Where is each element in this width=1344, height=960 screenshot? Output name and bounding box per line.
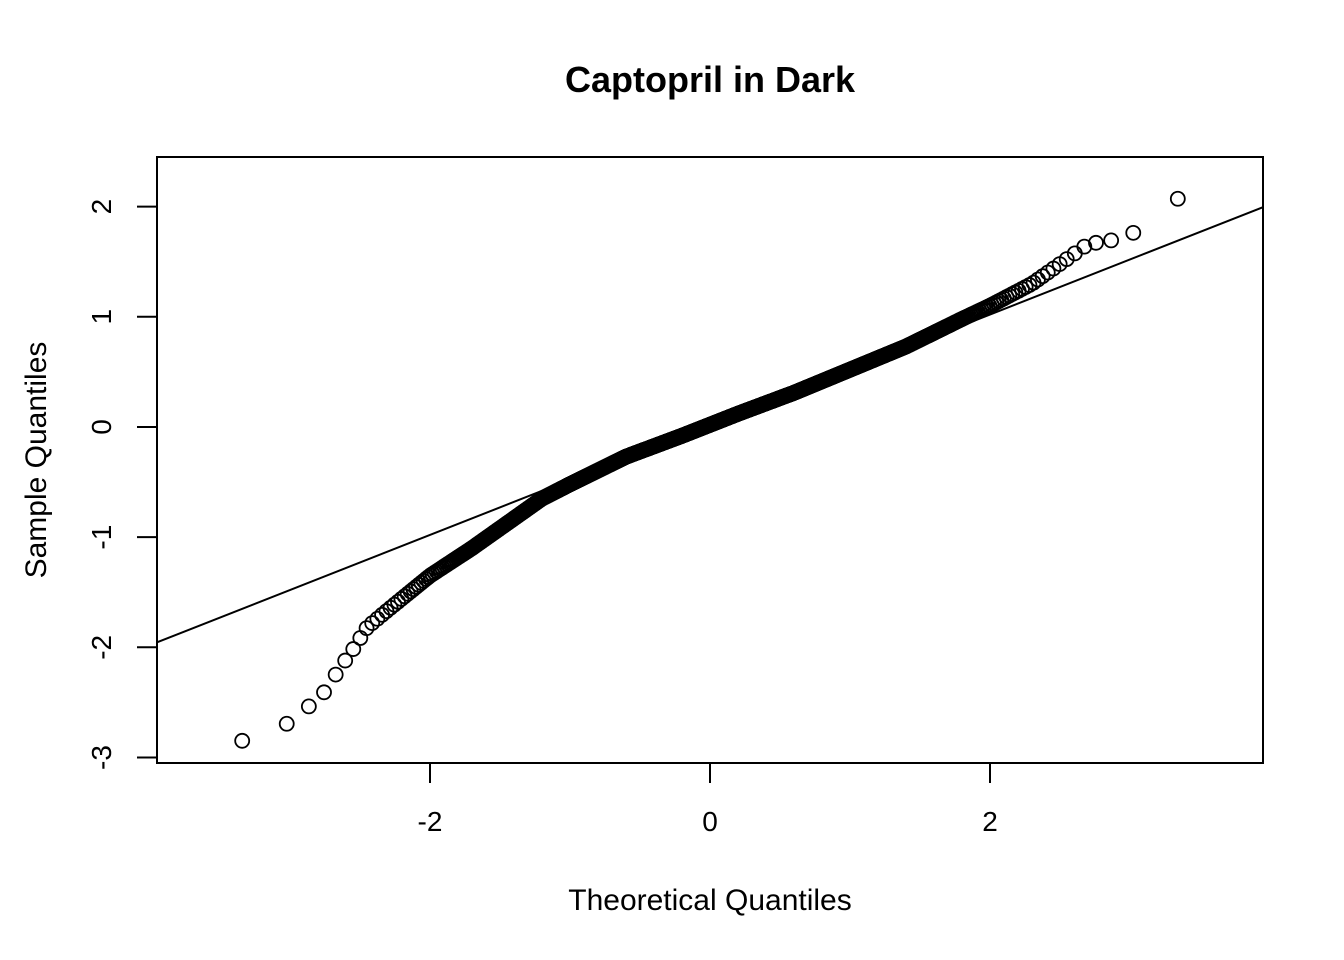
data-point — [345, 641, 362, 657]
data-point — [327, 666, 344, 683]
y-tick-label: 1 — [86, 309, 117, 325]
data-point — [1088, 234, 1104, 251]
data-point — [1125, 224, 1142, 241]
data-point — [1058, 251, 1075, 268]
data-point — [1076, 238, 1093, 255]
data-point — [364, 615, 381, 631]
x-tick-label: 2 — [982, 806, 998, 837]
data-point — [300, 698, 317, 715]
x-axis-label: Theoretical Quantiles — [568, 884, 851, 917]
data-points — [234, 190, 1186, 749]
x-tick-label: 0 — [702, 806, 718, 837]
plot-frame — [156, 156, 1264, 764]
x-axis: -2 0 2 — [418, 763, 998, 837]
y-tick-label: -1 — [86, 525, 117, 550]
data-point — [352, 630, 369, 646]
chart-title: Captopril in Dark — [565, 59, 856, 100]
data-point — [337, 652, 354, 669]
data-point — [316, 684, 332, 701]
y-tick-label: 0 — [86, 419, 117, 435]
data-point — [1169, 190, 1186, 207]
data-point — [369, 610, 386, 627]
x-tick-label: -2 — [418, 806, 443, 837]
data-point — [358, 620, 375, 637]
y-axis: -3 -2 -1 0 1 2 — [86, 199, 157, 770]
data-point — [278, 715, 295, 732]
y-tick-label: -3 — [86, 745, 117, 770]
y-tick-label: 2 — [86, 199, 117, 215]
y-tick-label: -2 — [86, 635, 117, 660]
y-axis-label: Sample Quantiles — [20, 342, 53, 579]
data-point — [1103, 232, 1120, 249]
data-point — [234, 732, 251, 749]
